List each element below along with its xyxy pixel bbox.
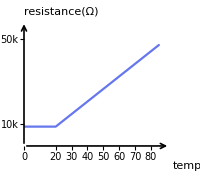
Text: resistance(Ω): resistance(Ω) bbox=[24, 6, 98, 16]
Text: temperature(°C): temperature(°C) bbox=[173, 161, 200, 171]
